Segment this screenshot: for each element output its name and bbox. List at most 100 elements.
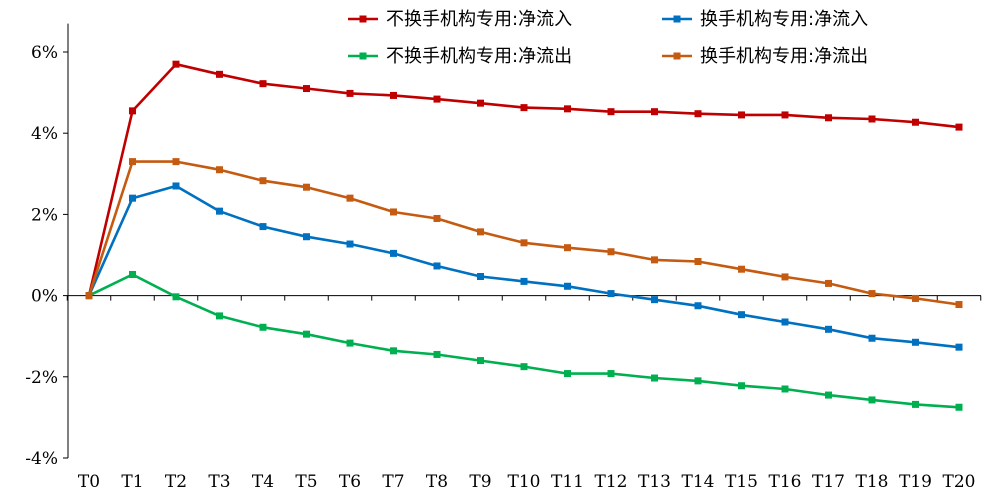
data-point xyxy=(825,391,832,399)
x-tick-label: T7 xyxy=(382,472,404,492)
legend-label: 不换手机构专用:净流出 xyxy=(386,46,572,67)
data-point xyxy=(390,208,397,216)
data-point xyxy=(520,104,528,112)
legend-label: 换手机构专用:净流入 xyxy=(700,9,868,30)
data-point xyxy=(694,110,702,118)
data-point xyxy=(564,370,571,378)
x-tick-label: T3 xyxy=(208,472,230,492)
data-point xyxy=(825,114,832,122)
x-tick-label: T12 xyxy=(595,472,628,492)
x-tick-label: T6 xyxy=(339,472,361,492)
x-tick-label: T5 xyxy=(295,472,317,492)
data-point xyxy=(825,325,832,333)
data-point xyxy=(738,311,745,319)
data-point xyxy=(781,385,789,393)
data-point xyxy=(912,118,919,126)
data-point xyxy=(259,80,267,88)
x-tick-label: T13 xyxy=(638,472,671,492)
legend-item: 换手机构专用:净流出 xyxy=(662,46,868,67)
x-tick-label: T9 xyxy=(469,472,491,492)
data-point xyxy=(694,257,702,265)
data-point xyxy=(781,273,789,281)
x-tick-label: T4 xyxy=(252,472,274,492)
data-point xyxy=(433,262,441,270)
x-tick-label: T17 xyxy=(812,472,845,492)
legend-swatch-marker xyxy=(673,52,681,60)
data-point xyxy=(651,296,658,304)
data-point xyxy=(390,347,397,355)
x-tick-label: T16 xyxy=(769,472,802,492)
data-point xyxy=(129,158,136,166)
legend-label: 换手机构专用:净流出 xyxy=(700,46,868,67)
data-point xyxy=(477,357,484,365)
series-1 xyxy=(85,60,963,300)
data-point xyxy=(738,382,745,390)
data-point xyxy=(651,374,658,382)
data-point xyxy=(825,279,832,287)
data-point xyxy=(868,396,876,404)
legend-item: 换手机构专用:净流入 xyxy=(662,9,868,30)
legend-label: 不换手机构专用:净流入 xyxy=(386,9,572,30)
data-point xyxy=(564,105,571,113)
data-point xyxy=(520,363,528,371)
data-point xyxy=(781,318,789,326)
x-tick-label: T15 xyxy=(725,472,758,492)
y-tick-label: 2% xyxy=(31,205,58,225)
x-tick-label: T10 xyxy=(508,472,541,492)
data-point xyxy=(216,166,223,174)
y-tick-label: 6% xyxy=(31,43,58,63)
data-point xyxy=(868,334,876,342)
y-tick-label: 0% xyxy=(31,287,58,307)
series-layer xyxy=(85,60,963,411)
x-tick-label: T2 xyxy=(165,472,187,492)
legend-swatch-marker xyxy=(673,15,681,23)
data-point xyxy=(172,293,180,301)
legend-swatch-marker xyxy=(359,15,367,23)
data-point xyxy=(607,108,615,116)
data-point xyxy=(912,338,919,346)
x-tick-label: T19 xyxy=(899,472,932,492)
data-point xyxy=(738,111,745,119)
x-tick-label: T1 xyxy=(121,472,143,492)
series-line xyxy=(87,62,960,296)
data-point xyxy=(868,115,876,123)
data-point xyxy=(477,99,484,107)
data-point xyxy=(129,194,136,202)
legend-swatch-marker xyxy=(359,52,367,60)
data-point xyxy=(738,265,745,273)
data-point xyxy=(694,302,702,310)
data-point xyxy=(651,108,658,116)
data-point xyxy=(955,123,963,131)
data-point xyxy=(346,89,354,97)
data-point xyxy=(303,233,310,241)
data-point xyxy=(868,290,876,298)
data-point xyxy=(520,239,528,247)
data-point xyxy=(85,292,93,300)
legend-item: 不换手机构专用:净流入 xyxy=(348,9,572,30)
data-point xyxy=(259,177,267,185)
data-point xyxy=(607,370,615,378)
data-point xyxy=(172,182,180,190)
data-point xyxy=(694,377,702,385)
series-2 xyxy=(85,182,963,351)
data-point xyxy=(172,158,180,166)
data-point xyxy=(390,91,397,99)
data-point xyxy=(520,277,528,285)
data-point xyxy=(303,85,310,93)
data-point xyxy=(564,282,571,290)
data-point xyxy=(346,339,354,347)
data-point xyxy=(172,60,180,68)
data-point xyxy=(955,301,963,309)
data-point xyxy=(477,273,484,281)
y-tick-label: -2% xyxy=(25,368,58,388)
data-point xyxy=(781,111,789,119)
data-point xyxy=(912,400,919,408)
series-3 xyxy=(85,270,963,411)
data-point xyxy=(259,223,267,231)
data-point xyxy=(346,194,354,202)
data-point xyxy=(607,248,615,256)
data-point xyxy=(346,240,354,248)
